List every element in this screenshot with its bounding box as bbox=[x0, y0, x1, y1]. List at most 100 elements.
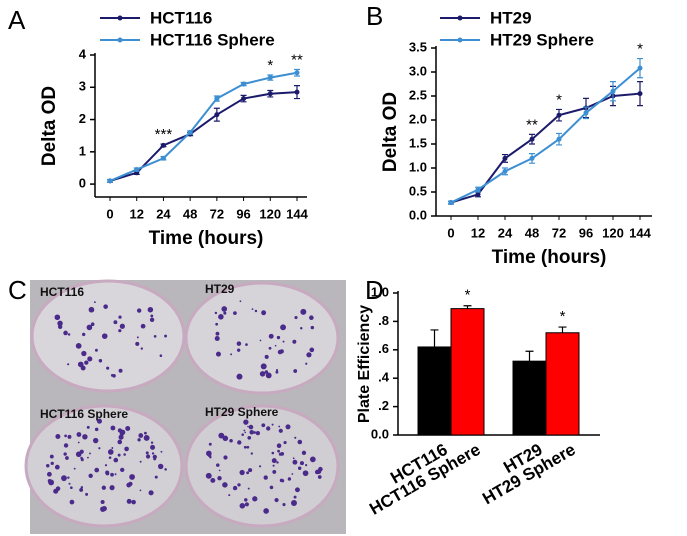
colony bbox=[271, 458, 277, 464]
colony bbox=[282, 340, 285, 343]
colony bbox=[47, 479, 52, 484]
colony bbox=[153, 335, 157, 338]
x-tick-label: 72 bbox=[552, 225, 566, 240]
colony bbox=[276, 461, 279, 464]
colony bbox=[88, 473, 93, 478]
point bbox=[267, 75, 273, 81]
point bbox=[187, 129, 193, 135]
colony bbox=[164, 468, 167, 471]
colony bbox=[239, 503, 246, 509]
colony bbox=[229, 438, 233, 443]
colony bbox=[297, 466, 302, 470]
y-tick-label: 1.5 bbox=[409, 135, 427, 150]
colony bbox=[247, 487, 250, 490]
point bbox=[529, 136, 535, 142]
point bbox=[502, 155, 508, 161]
colony bbox=[305, 464, 308, 467]
colony bbox=[164, 334, 168, 338]
x-tick-label: 72 bbox=[210, 206, 224, 221]
colony bbox=[244, 502, 249, 507]
x-tick-label: 48 bbox=[183, 206, 197, 221]
colony bbox=[309, 315, 314, 320]
colony bbox=[245, 343, 248, 346]
y-tick-label: .6 bbox=[378, 341, 389, 356]
colony bbox=[105, 470, 110, 475]
x-tick-label: 24 bbox=[498, 225, 513, 240]
colony bbox=[261, 423, 266, 428]
legend-marker bbox=[457, 37, 463, 43]
colony bbox=[54, 464, 60, 470]
colony bbox=[136, 308, 142, 313]
y-tick-label: 3.5 bbox=[409, 39, 427, 54]
colony bbox=[100, 506, 106, 512]
colony bbox=[140, 323, 146, 329]
colony bbox=[150, 441, 154, 444]
colony bbox=[79, 449, 84, 454]
colony bbox=[223, 438, 226, 441]
colony bbox=[299, 461, 304, 466]
y-tick-label: 2.0 bbox=[409, 111, 427, 126]
colony bbox=[129, 474, 135, 480]
colony bbox=[260, 363, 267, 370]
colony bbox=[77, 361, 84, 368]
colony bbox=[306, 352, 312, 358]
point bbox=[294, 89, 300, 95]
colony bbox=[280, 324, 286, 331]
colony bbox=[281, 479, 285, 483]
point bbox=[241, 96, 247, 102]
colony bbox=[144, 431, 147, 435]
y-axis-title: Delta OD bbox=[380, 92, 401, 172]
colony bbox=[300, 327, 303, 330]
colony bbox=[82, 434, 88, 440]
colony bbox=[64, 434, 67, 438]
x-tick-label: 96 bbox=[579, 225, 593, 240]
y-tick-label: 2 bbox=[79, 111, 86, 126]
colony bbox=[263, 475, 268, 480]
colony bbox=[107, 449, 114, 455]
point bbox=[214, 112, 220, 118]
significance-mark: * bbox=[556, 91, 562, 108]
colony bbox=[278, 428, 283, 433]
colony bbox=[215, 331, 220, 336]
bar bbox=[545, 332, 580, 436]
colony bbox=[218, 469, 221, 472]
colony bbox=[50, 461, 54, 466]
colony bbox=[221, 306, 228, 312]
significance-mark: ** bbox=[526, 116, 538, 133]
colony bbox=[90, 322, 95, 327]
colony bbox=[118, 434, 124, 440]
x-axis-title: Time (hours) bbox=[492, 247, 607, 268]
colony bbox=[239, 300, 242, 303]
colony bbox=[117, 453, 121, 457]
y-tick-label: 0.5 bbox=[409, 183, 427, 198]
point bbox=[134, 167, 140, 173]
colony bbox=[250, 452, 253, 455]
colony bbox=[113, 457, 119, 463]
y-tick-label: .2 bbox=[378, 398, 389, 413]
colony bbox=[67, 476, 70, 479]
colony bbox=[230, 353, 233, 356]
colony bbox=[214, 336, 220, 342]
colony bbox=[236, 348, 241, 352]
colony bbox=[210, 478, 216, 483]
colony bbox=[246, 445, 250, 449]
colony bbox=[283, 440, 287, 445]
colony bbox=[94, 427, 99, 432]
colony bbox=[136, 336, 139, 339]
y-tick-label: 2.5 bbox=[409, 87, 427, 102]
colony bbox=[118, 329, 122, 333]
x-tick-label: 120 bbox=[259, 206, 281, 221]
colony bbox=[139, 460, 142, 463]
colony bbox=[160, 450, 163, 453]
colony bbox=[215, 322, 219, 326]
colony bbox=[137, 438, 141, 442]
colony bbox=[100, 500, 105, 505]
colony bbox=[114, 473, 117, 476]
bar bbox=[512, 360, 547, 436]
colony bbox=[205, 472, 212, 479]
colony bbox=[148, 490, 154, 496]
colony bbox=[300, 308, 307, 315]
colony bbox=[63, 330, 68, 336]
colony bbox=[233, 311, 237, 315]
colony bbox=[109, 485, 115, 491]
